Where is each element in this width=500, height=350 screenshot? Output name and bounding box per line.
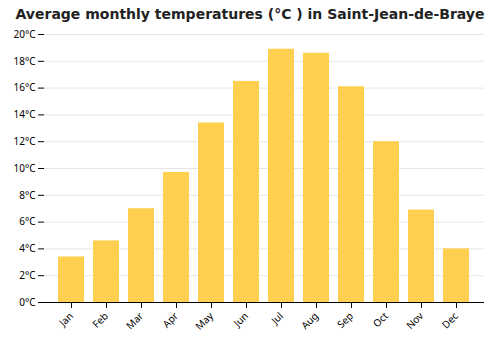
svg-text:16°C: 16°C	[13, 80, 36, 94]
svg-text:May: May	[192, 308, 217, 333]
html-text:Average monthly temperatures (: Average monthly temperatures (°C ) in Sa…	[15, 6, 485, 22]
svg-text:Oct: Oct	[370, 309, 392, 331]
svg-text:10°C: 10°C	[13, 161, 36, 175]
svg-text:14°C: 14°C	[13, 107, 36, 121]
svg-text:6°C: 6°C	[19, 214, 36, 228]
svg-text:Dec: Dec	[438, 309, 461, 332]
svg-text:Nov: Nov	[403, 308, 427, 332]
svg-text:2°C: 2°C	[19, 268, 36, 282]
svg-text:Jun: Jun	[230, 309, 251, 330]
svg-text:0°C: 0°C	[19, 295, 36, 309]
svg-text:8°C: 8°C	[19, 188, 36, 202]
svg-text:4°C: 4°C	[19, 241, 36, 255]
svg-text:Mar: Mar	[123, 309, 146, 332]
svg-text:18°C: 18°C	[13, 54, 36, 68]
svg-text:Jul: Jul	[267, 309, 286, 328]
svg-text:Feb: Feb	[89, 309, 111, 331]
svg-text:Jan: Jan	[55, 309, 76, 330]
svg-text:12°C: 12°C	[13, 134, 36, 148]
svg-text:20°C: 20°C	[13, 27, 36, 41]
svg-text:Sep: Sep	[334, 309, 356, 331]
svg-text:Apr: Apr	[159, 309, 181, 331]
svg-text:Aug: Aug	[298, 309, 321, 332]
